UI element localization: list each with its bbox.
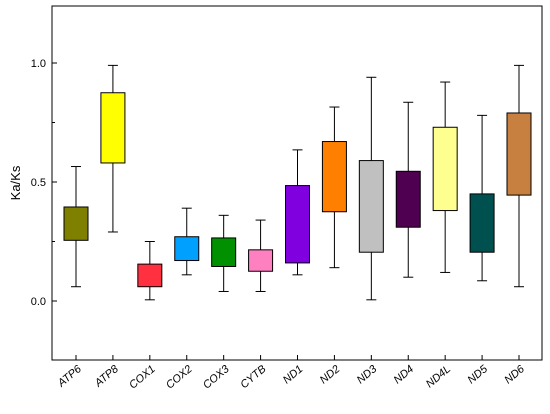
x-tick-label: COX3 — [201, 363, 232, 392]
x-tick-label: ND6 — [502, 363, 527, 387]
x-tick-label: ATP6 — [55, 363, 85, 391]
box-nd1 — [285, 149, 310, 276]
box-nd6 — [506, 64, 532, 288]
box-nd5 — [469, 114, 495, 282]
box-cytb — [248, 219, 274, 292]
iqr-box — [211, 237, 237, 267]
x-tick-label: ND5 — [465, 363, 490, 387]
y-tick-label: 0.5 — [31, 177, 46, 189]
box-cox1 — [137, 241, 163, 301]
iqr-box — [285, 185, 310, 264]
box-nd4 — [395, 101, 421, 278]
x-tick-label: ND3 — [355, 363, 380, 387]
iqr-box — [469, 193, 495, 253]
y-axis-title: Ka/Ks — [8, 165, 23, 200]
box-nd2 — [321, 106, 347, 269]
x-tick-label: COX2 — [164, 363, 195, 391]
iqr-box — [137, 263, 163, 288]
box-nd4l — [432, 81, 458, 273]
iqr-box — [506, 112, 532, 196]
box-atp6 — [63, 166, 89, 288]
y-tick-label: 1.0 — [31, 58, 46, 70]
x-tick-label: ND4 — [392, 363, 417, 386]
x-tick-label: COX1 — [127, 363, 158, 391]
x-tick-label: ND1 — [281, 363, 306, 386]
iqr-box — [358, 160, 384, 253]
box-series — [63, 64, 532, 301]
iqr-box — [248, 249, 274, 272]
iqr-box — [63, 206, 89, 241]
x-tick-label: CYTB — [238, 363, 268, 391]
iqr-box — [174, 236, 200, 262]
iqr-box — [321, 141, 347, 213]
iqr-box — [432, 126, 458, 212]
x-tick-label: ATP8 — [92, 363, 122, 391]
y-axis: 0.0 0.5 1.0 — [31, 58, 57, 308]
x-tick-label: ND4L — [424, 363, 453, 390]
box-atp8 — [100, 64, 126, 233]
box-nd3 — [358, 76, 384, 301]
iqr-box — [395, 170, 421, 228]
y-tick-label: 0.0 — [31, 296, 46, 308]
box-cox2 — [174, 207, 200, 276]
x-tick-label: ND2 — [318, 363, 343, 386]
box-cox3 — [211, 214, 237, 292]
iqr-box — [100, 92, 126, 164]
